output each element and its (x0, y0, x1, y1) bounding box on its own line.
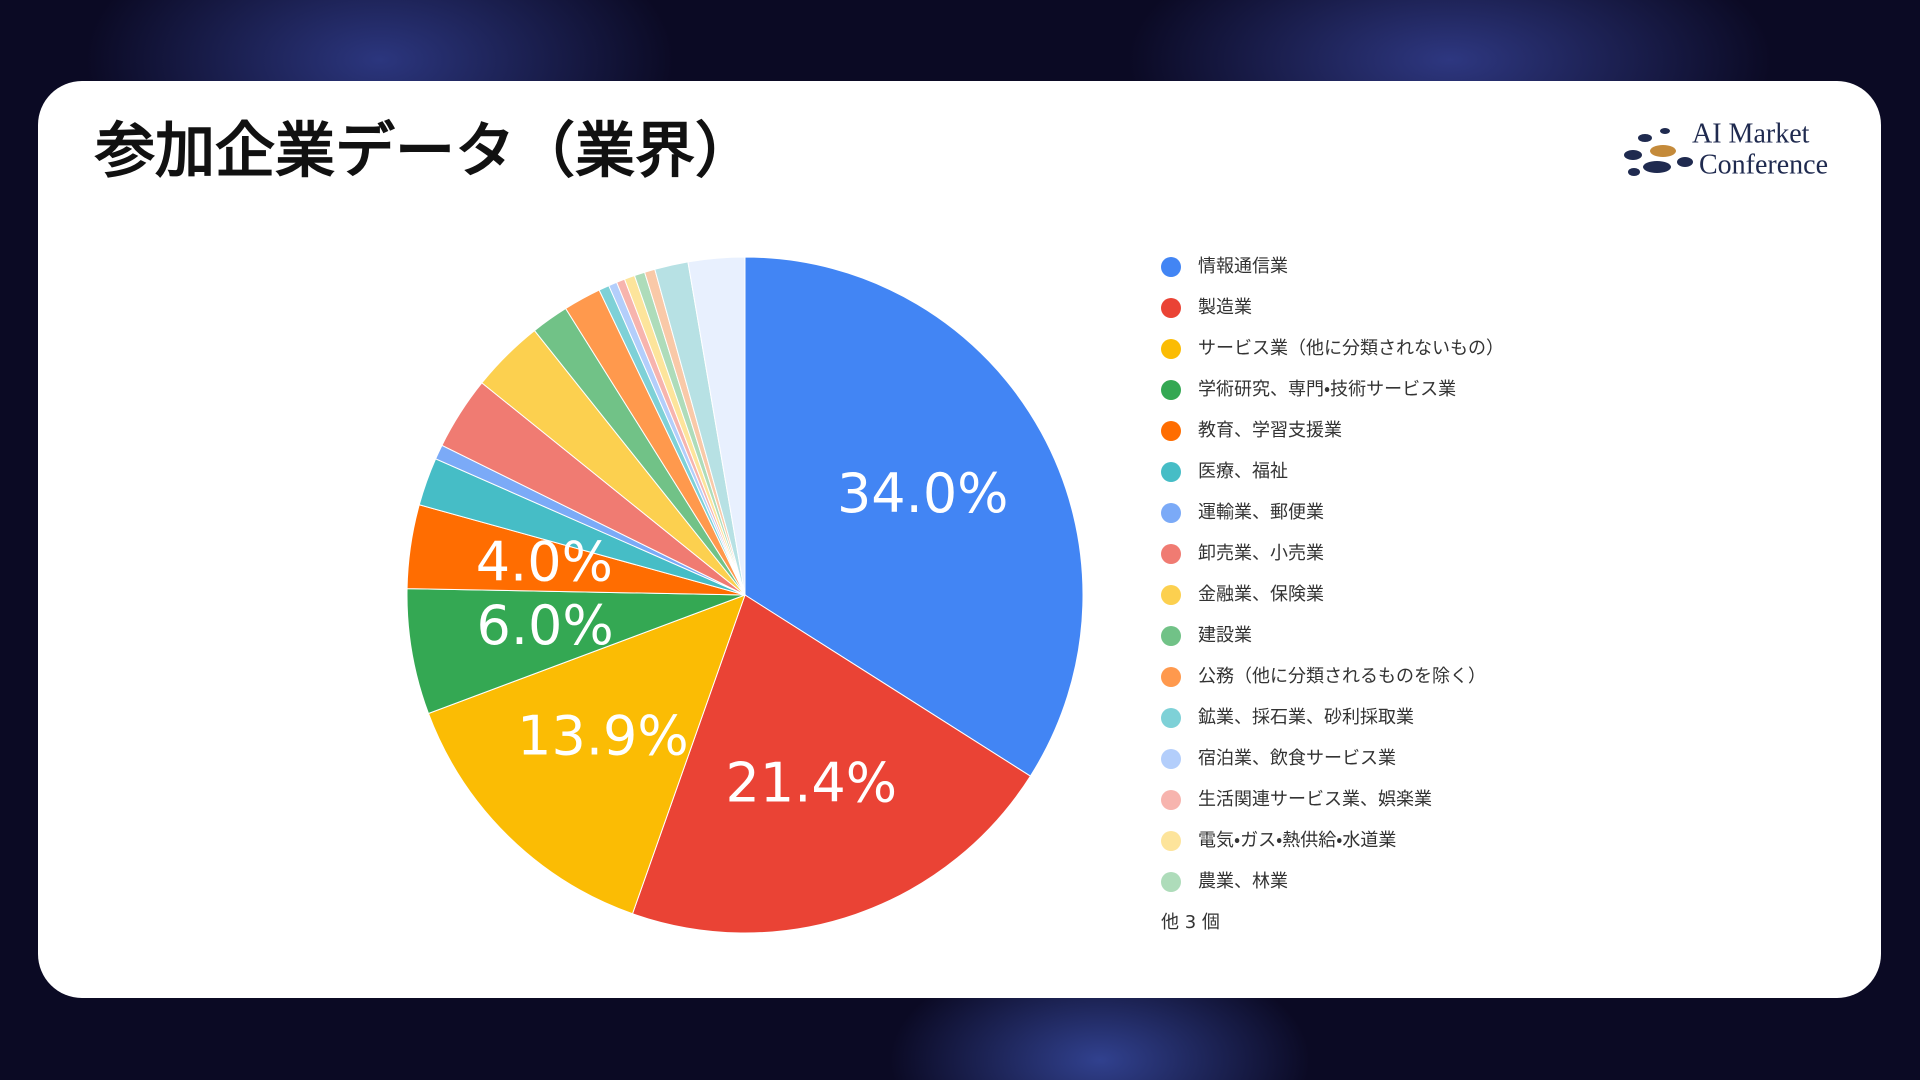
logo-text: Conference (1699, 149, 1828, 180)
legend-swatch (1161, 380, 1181, 400)
legend-label: 生活関連サービス業、娯楽業 (1198, 789, 1432, 810)
slice-label: 13.9% (517, 704, 689, 767)
legend-swatch (1161, 872, 1181, 892)
legend-label: 金融業、保険業 (1198, 584, 1324, 605)
legend-swatch (1161, 503, 1181, 523)
logo-mark (1624, 128, 1693, 176)
legend-label: 運輸業、郵便業 (1198, 502, 1324, 523)
legend-label: 学術研究、専門・技術サービス業 (1198, 379, 1456, 400)
legend-label: 鉱業、採石業、砂利採取業 (1198, 707, 1414, 728)
legend-swatch (1161, 298, 1181, 318)
slice-label: 6.0% (477, 594, 614, 657)
legend-label: 建設業 (1198, 625, 1252, 646)
legend-swatch (1161, 749, 1181, 769)
logo-text: AI Market (1692, 118, 1810, 149)
slice-label: 4.0% (476, 530, 613, 593)
legend-swatch (1161, 544, 1181, 564)
legend-swatch (1161, 831, 1181, 851)
legend-swatch (1161, 339, 1181, 359)
slice-label: 21.4% (726, 751, 898, 814)
pie-slice (427, 594, 746, 915)
legend-swatch (1161, 790, 1181, 810)
legend-label: 宿泊業、飲食サービス業 (1198, 748, 1396, 769)
pie-slice (687, 256, 746, 596)
legend-swatch (1161, 708, 1181, 728)
legend-label: 電気・ガス・熱供給・水道業 (1198, 830, 1396, 851)
legend-label: 医療、福祉 (1198, 461, 1288, 482)
legend-swatch (1161, 462, 1181, 482)
legend-label: 情報通信業 (1198, 256, 1288, 277)
pie-slice (406, 588, 746, 715)
pie-slice (744, 256, 1084, 777)
legend-label: 公務（他に分類されるものを除く） (1198, 666, 1486, 687)
legend-more: 他 3 個 (1161, 912, 1220, 933)
chart-title: 参加企業データ（業界） (94, 117, 755, 187)
legend-swatch (1161, 421, 1181, 441)
legend-label: 教育、学習支援業 (1198, 420, 1342, 441)
legend-label: サービス業（他に分類されないもの） (1198, 338, 1504, 359)
legend-swatch (1161, 585, 1181, 605)
legend-swatch (1161, 257, 1181, 277)
legend-label: 農業、林業 (1198, 871, 1288, 892)
legend-swatch (1161, 667, 1181, 687)
legend-label: 卸売業、小売業 (1198, 543, 1324, 564)
pie-slice (631, 594, 1032, 934)
slice-label: 34.0% (837, 462, 1009, 525)
legend-swatch (1161, 626, 1181, 646)
legend-label: 製造業 (1198, 297, 1252, 318)
